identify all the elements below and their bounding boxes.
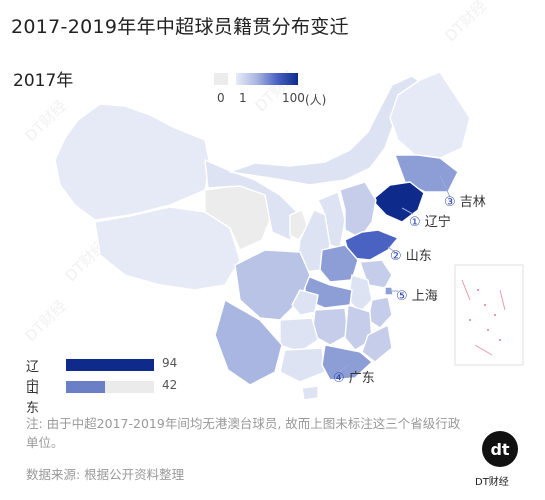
footnote: 注: 由于中超2017-2019年间均无港澳台球员, 故而上图未标注这三个省级行…	[26, 416, 461, 450]
dt-logo-icon: dt	[482, 431, 518, 467]
label-shandong: ② 山东	[390, 245, 432, 264]
region-chongqing	[291, 289, 319, 316]
label-guangdong: ④ 广东	[333, 367, 375, 386]
rank-4: ④	[333, 371, 345, 386]
logo-mark: dt	[490, 440, 509, 459]
bar-label: 辽宁	[26, 360, 40, 394]
bar-track	[66, 359, 154, 371]
bar-track	[66, 381, 154, 393]
region-name-liaoning: 辽宁	[424, 215, 451, 230]
leader-line-guangdong	[337, 364, 349, 374]
region-guangxi	[279, 347, 326, 383]
leader-line-jilin	[439, 174, 451, 198]
region-name-guangdong: 广东	[348, 371, 375, 386]
data-source: 数据来源: 根据公开资料整理	[26, 467, 185, 482]
label-shanghai: ⑤ 上海	[396, 285, 438, 304]
region-name-shanghai: 上海	[411, 289, 438, 304]
leader-line-shandong	[387, 246, 396, 253]
region-xinjiang	[54, 103, 211, 221]
legend-unit: (人)	[305, 93, 327, 107]
region-inner-mongolia	[229, 75, 421, 186]
legend-gradient	[236, 73, 298, 85]
rank-3: ③	[444, 195, 456, 210]
region-guangdong	[321, 344, 373, 381]
year-label: 2017年	[13, 71, 74, 91]
logo-text: DT财经	[475, 477, 509, 488]
region-name-jilin: 吉林	[459, 195, 486, 210]
label-jilin: ③ 吉林	[444, 191, 486, 210]
rank-2: ②	[390, 249, 402, 264]
color-legend: 0 1 100 (人)	[214, 70, 344, 110]
leader-line-liaoning	[401, 207, 414, 215]
region-zhejiang	[367, 296, 393, 329]
page-title: 2017-2019年年中超球员籍贯分布变迁	[11, 16, 349, 38]
region-jiangxi	[344, 304, 373, 351]
inset-islands	[469, 289, 501, 341]
rank-5: ⑤	[396, 289, 408, 304]
bar-label: 山东	[26, 382, 40, 416]
region-heilongjiang	[389, 71, 471, 159]
region-hainan	[301, 385, 319, 401]
legend-zero-swatch	[214, 73, 228, 85]
svg-text:dt: dt	[490, 440, 509, 459]
region-tibet	[94, 206, 241, 291]
south-china-sea-inset	[454, 264, 524, 366]
bar-value: 94	[162, 356, 178, 370]
region-liaoning	[371, 181, 425, 223]
region-fujian	[361, 324, 393, 363]
region-yunnan	[214, 299, 283, 386]
legend-mid: 1	[239, 91, 247, 105]
bar-value: 42	[162, 378, 178, 392]
region-guizhou	[279, 317, 319, 353]
bar-fill	[66, 359, 154, 371]
bar-fill	[66, 381, 106, 393]
legend-min: 0	[217, 91, 225, 105]
legend-max: 100	[282, 91, 305, 105]
rank-1: ①	[409, 215, 421, 230]
region-name-shandong: 山东	[405, 249, 432, 264]
label-liaoning: ① 辽宁	[409, 211, 451, 230]
region-gansu	[204, 159, 301, 241]
region-hebei	[339, 181, 377, 239]
